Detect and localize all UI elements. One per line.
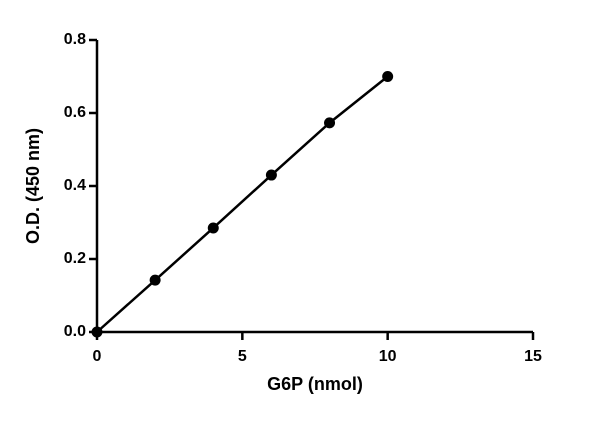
y-tick-label: 0.0	[64, 323, 86, 340]
data-point	[207, 222, 219, 234]
y-axis-title: O.D. (450 nm)	[23, 128, 43, 244]
data-point	[324, 117, 336, 129]
data-point	[149, 274, 161, 286]
x-tick-label: 5	[238, 348, 247, 365]
x-axis-title: G6P (nmol)	[267, 374, 363, 394]
y-tick-label: 0.6	[64, 104, 86, 121]
x-tick-label: 0	[93, 348, 102, 365]
data-point	[382, 71, 394, 82]
x-tick-label: 10	[379, 348, 397, 365]
x-tick-label: 15	[524, 348, 542, 365]
data-point	[265, 169, 277, 181]
y-tick-label: 0.4	[64, 177, 86, 194]
y-tick-label: 0.8	[64, 31, 86, 48]
data-point	[91, 326, 103, 338]
y-tick-label: 0.2	[64, 250, 86, 267]
fit-line	[96, 75, 389, 333]
